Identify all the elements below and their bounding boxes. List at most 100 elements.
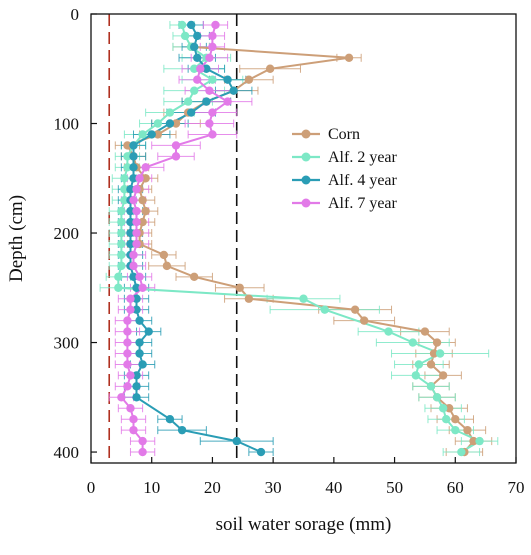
legend-label: Alf. 2 year [328, 149, 398, 166]
series-1-point [141, 174, 150, 183]
series-4-point [132, 217, 141, 227]
series-2-point [414, 360, 424, 369]
legend-label: Alf. 4 year [328, 172, 398, 189]
series-4-point [129, 250, 138, 260]
series-2-point [165, 108, 175, 117]
series-1-point [344, 53, 354, 63]
series-1-point [244, 294, 254, 303]
series-4-point [138, 283, 147, 292]
series-1-point [141, 206, 150, 216]
series-2-point [117, 239, 126, 249]
series-4-point [123, 382, 132, 391]
series-2-point [153, 119, 162, 128]
series-2-point [123, 152, 132, 161]
series-3-point [193, 31, 202, 41]
series-3-point [129, 163, 138, 172]
series-3-point [132, 294, 141, 303]
series-1-point [438, 371, 448, 380]
series-3-point [135, 316, 144, 325]
x-tick-label: 20 [204, 478, 221, 497]
series-3-point [132, 371, 141, 380]
series-1-point [432, 338, 442, 347]
series-3-point [144, 327, 153, 336]
y-axis-title: Depth (cm) [6, 195, 27, 282]
series-3-point [229, 86, 238, 95]
series-4-point [126, 404, 135, 413]
series-4-point [141, 163, 150, 172]
series-4-point [135, 272, 144, 282]
series-4-point [126, 294, 135, 303]
series-3-point [129, 141, 138, 150]
series-2-point [183, 97, 193, 106]
series-4-point [129, 425, 138, 435]
series-2-point [426, 382, 436, 391]
legend-swatch-marker [301, 175, 311, 185]
y-tick-label: 400 [54, 443, 80, 462]
series-2-point [120, 174, 129, 183]
series-4-point [208, 42, 217, 52]
series-3-point [135, 349, 144, 358]
series-4-point [208, 108, 217, 117]
series-3-point [129, 152, 138, 161]
series-2-point [320, 305, 329, 314]
series-3-point [126, 185, 135, 194]
x-tick-label: 30 [265, 478, 282, 497]
series-4-point [126, 305, 135, 314]
series-4-point [126, 371, 135, 380]
legend-swatch-marker [301, 152, 311, 162]
series-1-point [190, 272, 199, 282]
legend-item: Alf. 2 year [292, 149, 398, 166]
series-2-point [457, 447, 466, 457]
series-2-point [138, 130, 147, 139]
series-3-point [223, 75, 232, 84]
series-2-point [120, 185, 129, 194]
series-1-point [350, 305, 360, 314]
series-4-point [132, 185, 141, 194]
series-3-point [126, 206, 135, 216]
x-axis-ticks: 0 10 20 30 40 50 60 70 [87, 457, 525, 497]
series-1-point [244, 75, 254, 84]
series-2-point [180, 31, 190, 41]
series-4-point [223, 97, 232, 106]
series-2-point [120, 195, 129, 205]
series-3-point [165, 414, 175, 424]
series-2-point [123, 163, 132, 172]
series-3-point [165, 119, 175, 128]
series-1-point [153, 130, 162, 139]
legend-label: Alf. 7 year [328, 195, 398, 212]
series-3-point [147, 130, 156, 139]
series-3-point [202, 97, 211, 106]
series-2-point [435, 349, 445, 358]
series-3-point [256, 447, 266, 457]
legend-swatch-marker [301, 198, 311, 208]
series-4-point [208, 31, 217, 41]
series-3-point [202, 64, 211, 73]
series-4-point [171, 152, 181, 161]
series-1-point [162, 261, 172, 271]
series-4-point [196, 64, 205, 73]
series-3-point [126, 239, 135, 249]
series-3-point [177, 425, 187, 435]
y-tick-label: 300 [54, 334, 80, 353]
series-2-point [451, 425, 460, 435]
y-axis-ticks: 0 100 200 300 400 [54, 5, 97, 462]
x-tick-label: 60 [447, 478, 464, 497]
series-2-point [114, 272, 123, 282]
series-4-point [123, 338, 132, 347]
series-4-point [135, 174, 144, 183]
series-4-point [138, 436, 147, 446]
series-4-point [132, 228, 141, 238]
series-1-point [235, 283, 244, 292]
series-2-point [117, 206, 126, 216]
series-2-point [411, 371, 421, 380]
legend: Corn Alf. 2 year Alf. 4 year Alf. 7 year [292, 126, 398, 212]
series-2-point [475, 436, 484, 446]
series-1-point [429, 349, 439, 358]
series-1-point [360, 316, 369, 325]
series-2-point [438, 404, 448, 413]
x-tick-label: 40 [325, 478, 342, 497]
series-2-point [117, 217, 126, 227]
series-1-point [138, 195, 147, 205]
series-2-point [432, 393, 442, 402]
